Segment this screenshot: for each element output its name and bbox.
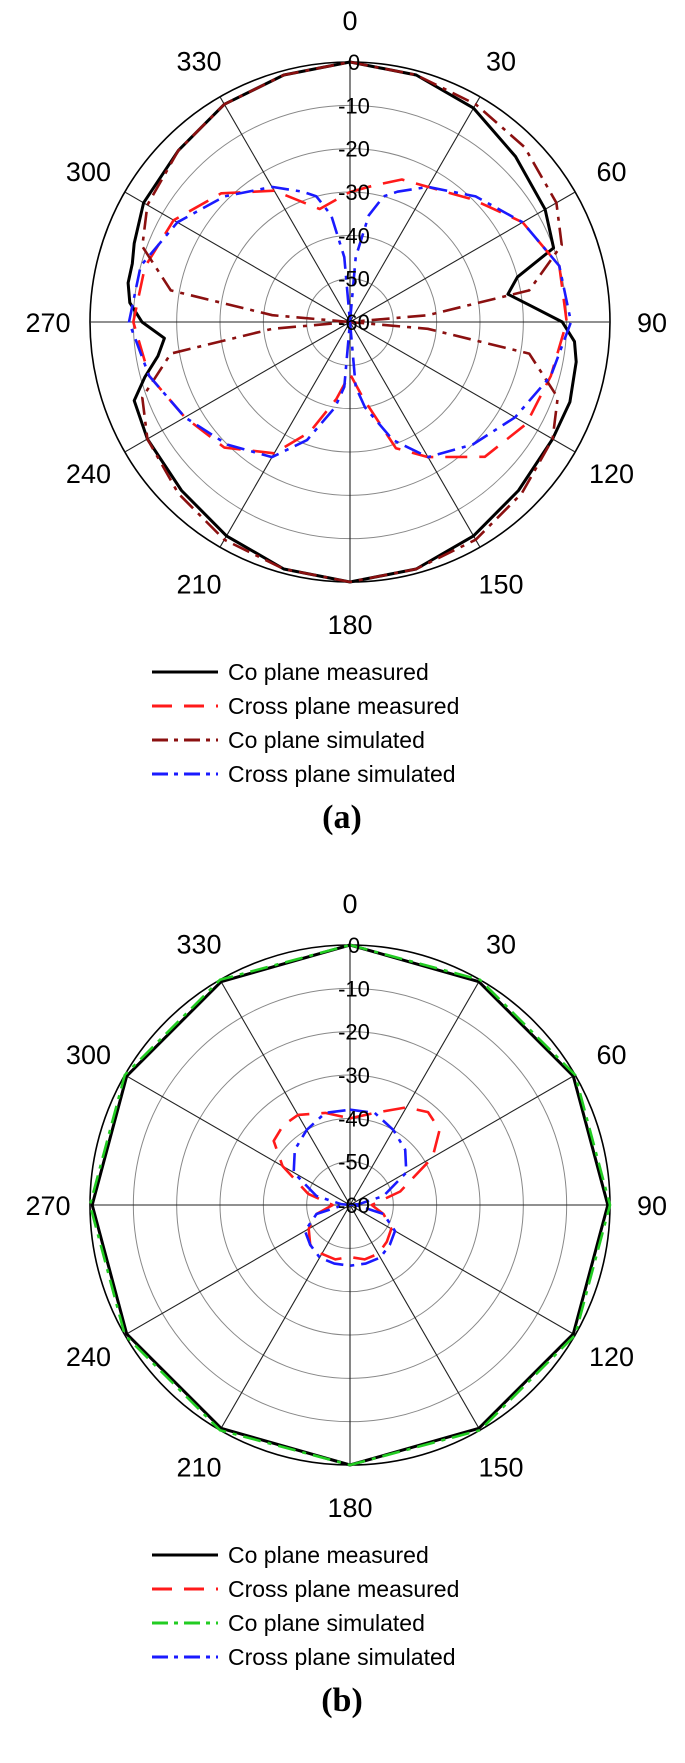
legend-label: Co plane measured [228,659,429,685]
grid-spoke [349,1204,481,1431]
radial-tick-label: -40 [338,223,370,248]
grid-spoke [349,979,481,1206]
legend-label: Cross plane simulated [228,1644,456,1670]
angle-label: 60 [597,1040,627,1070]
grid-spoke [349,321,481,548]
radial-tick-label: 0 [348,50,360,75]
angle-label: 240 [66,459,111,489]
angle-label: 330 [176,929,221,959]
angle-label: 330 [176,46,221,76]
angle-label: 210 [176,1453,221,1483]
angle-label: 0 [342,889,357,919]
legend-label: Co plane measured [228,1542,429,1568]
angle-label: 300 [66,157,111,187]
grid-spoke [349,191,576,323]
radial-tick-label: 0 [348,933,360,958]
series-line-4 [127,185,573,459]
legend-label: Co plane simulated [228,727,425,753]
angle-label: 60 [597,157,627,187]
angle-label: 240 [66,1342,111,1372]
angle-label: 30 [486,929,516,959]
radial-tick-label: -20 [338,137,370,162]
radial-tick-label: -30 [338,180,370,205]
angle-label: 180 [327,610,372,640]
radial-tick-label: -60 [338,1193,370,1218]
grid-spoke [349,1074,576,1206]
angle-label: 150 [478,570,523,600]
grid-spoke [349,1204,576,1336]
panel-a: 0 -10 -20 -30 -40 -50 -60 0 30 60 90 120 150 180 210 24… [0,0,685,880]
grid-spoke [124,321,351,453]
angle-label: 0 [342,6,357,36]
grid-spoke [219,1204,351,1431]
angle-label: 120 [589,459,634,489]
angle-label: 30 [486,46,516,76]
panel-caption: (a) [322,799,362,836]
grid-spoke [219,979,351,1206]
series-line-4 [292,1108,408,1267]
series-line-3 [88,943,612,1467]
grid-spoke [124,1204,351,1336]
series-line-2 [272,1106,441,1261]
angle-label: 90 [637,308,667,338]
polar-chart-b: 0 -10 -20 -30 -40 -50 -60 0 30 60 90 120 150 180 210 24… [25,889,667,1719]
angle-label: 90 [637,1191,667,1221]
legend-label: Co plane simulated [228,1610,425,1636]
grid-spoke [124,1074,351,1206]
angle-label: 180 [327,1493,372,1523]
grid-spoke [349,96,481,323]
series-line-2 [132,178,568,459]
angle-label: 270 [25,308,70,338]
legend-label: Cross plane measured [228,693,459,719]
radial-tick-label: -20 [338,1020,370,1045]
grid-spoke [219,96,351,323]
angle-label: 300 [66,1040,111,1070]
series-line-1 [126,60,578,584]
angle-label: 270 [25,1191,70,1221]
radial-tick-label: -50 [338,1150,370,1175]
radial-tick-label: -10 [338,976,370,1001]
grid-spoke [219,321,351,548]
grid-spoke [349,321,576,453]
series-line-3 [141,60,563,584]
radial-tick-label: -50 [338,267,370,292]
panel-caption: (b) [321,1682,363,1719]
radial-tick-label: -60 [338,310,370,335]
angle-label: 150 [478,1453,523,1483]
angle-label: 210 [176,570,221,600]
polar-chart-a: 0 -10 -20 -30 -40 -50 -60 0 30 60 90 120 150 180 210 24… [25,6,667,836]
grid-spoke [124,191,351,323]
legend-label: Cross plane measured [228,1576,459,1602]
radial-tick-label: -10 [338,93,370,118]
legend-label: Cross plane simulated [228,761,456,787]
panel-b: 0 -10 -20 -30 -40 -50 -60 0 30 60 90 120 150 180 210 24… [0,883,685,1763]
radial-tick-label: -30 [338,1063,370,1088]
angle-label: 120 [589,1342,634,1372]
radial-tick-label: -40 [338,1106,370,1131]
